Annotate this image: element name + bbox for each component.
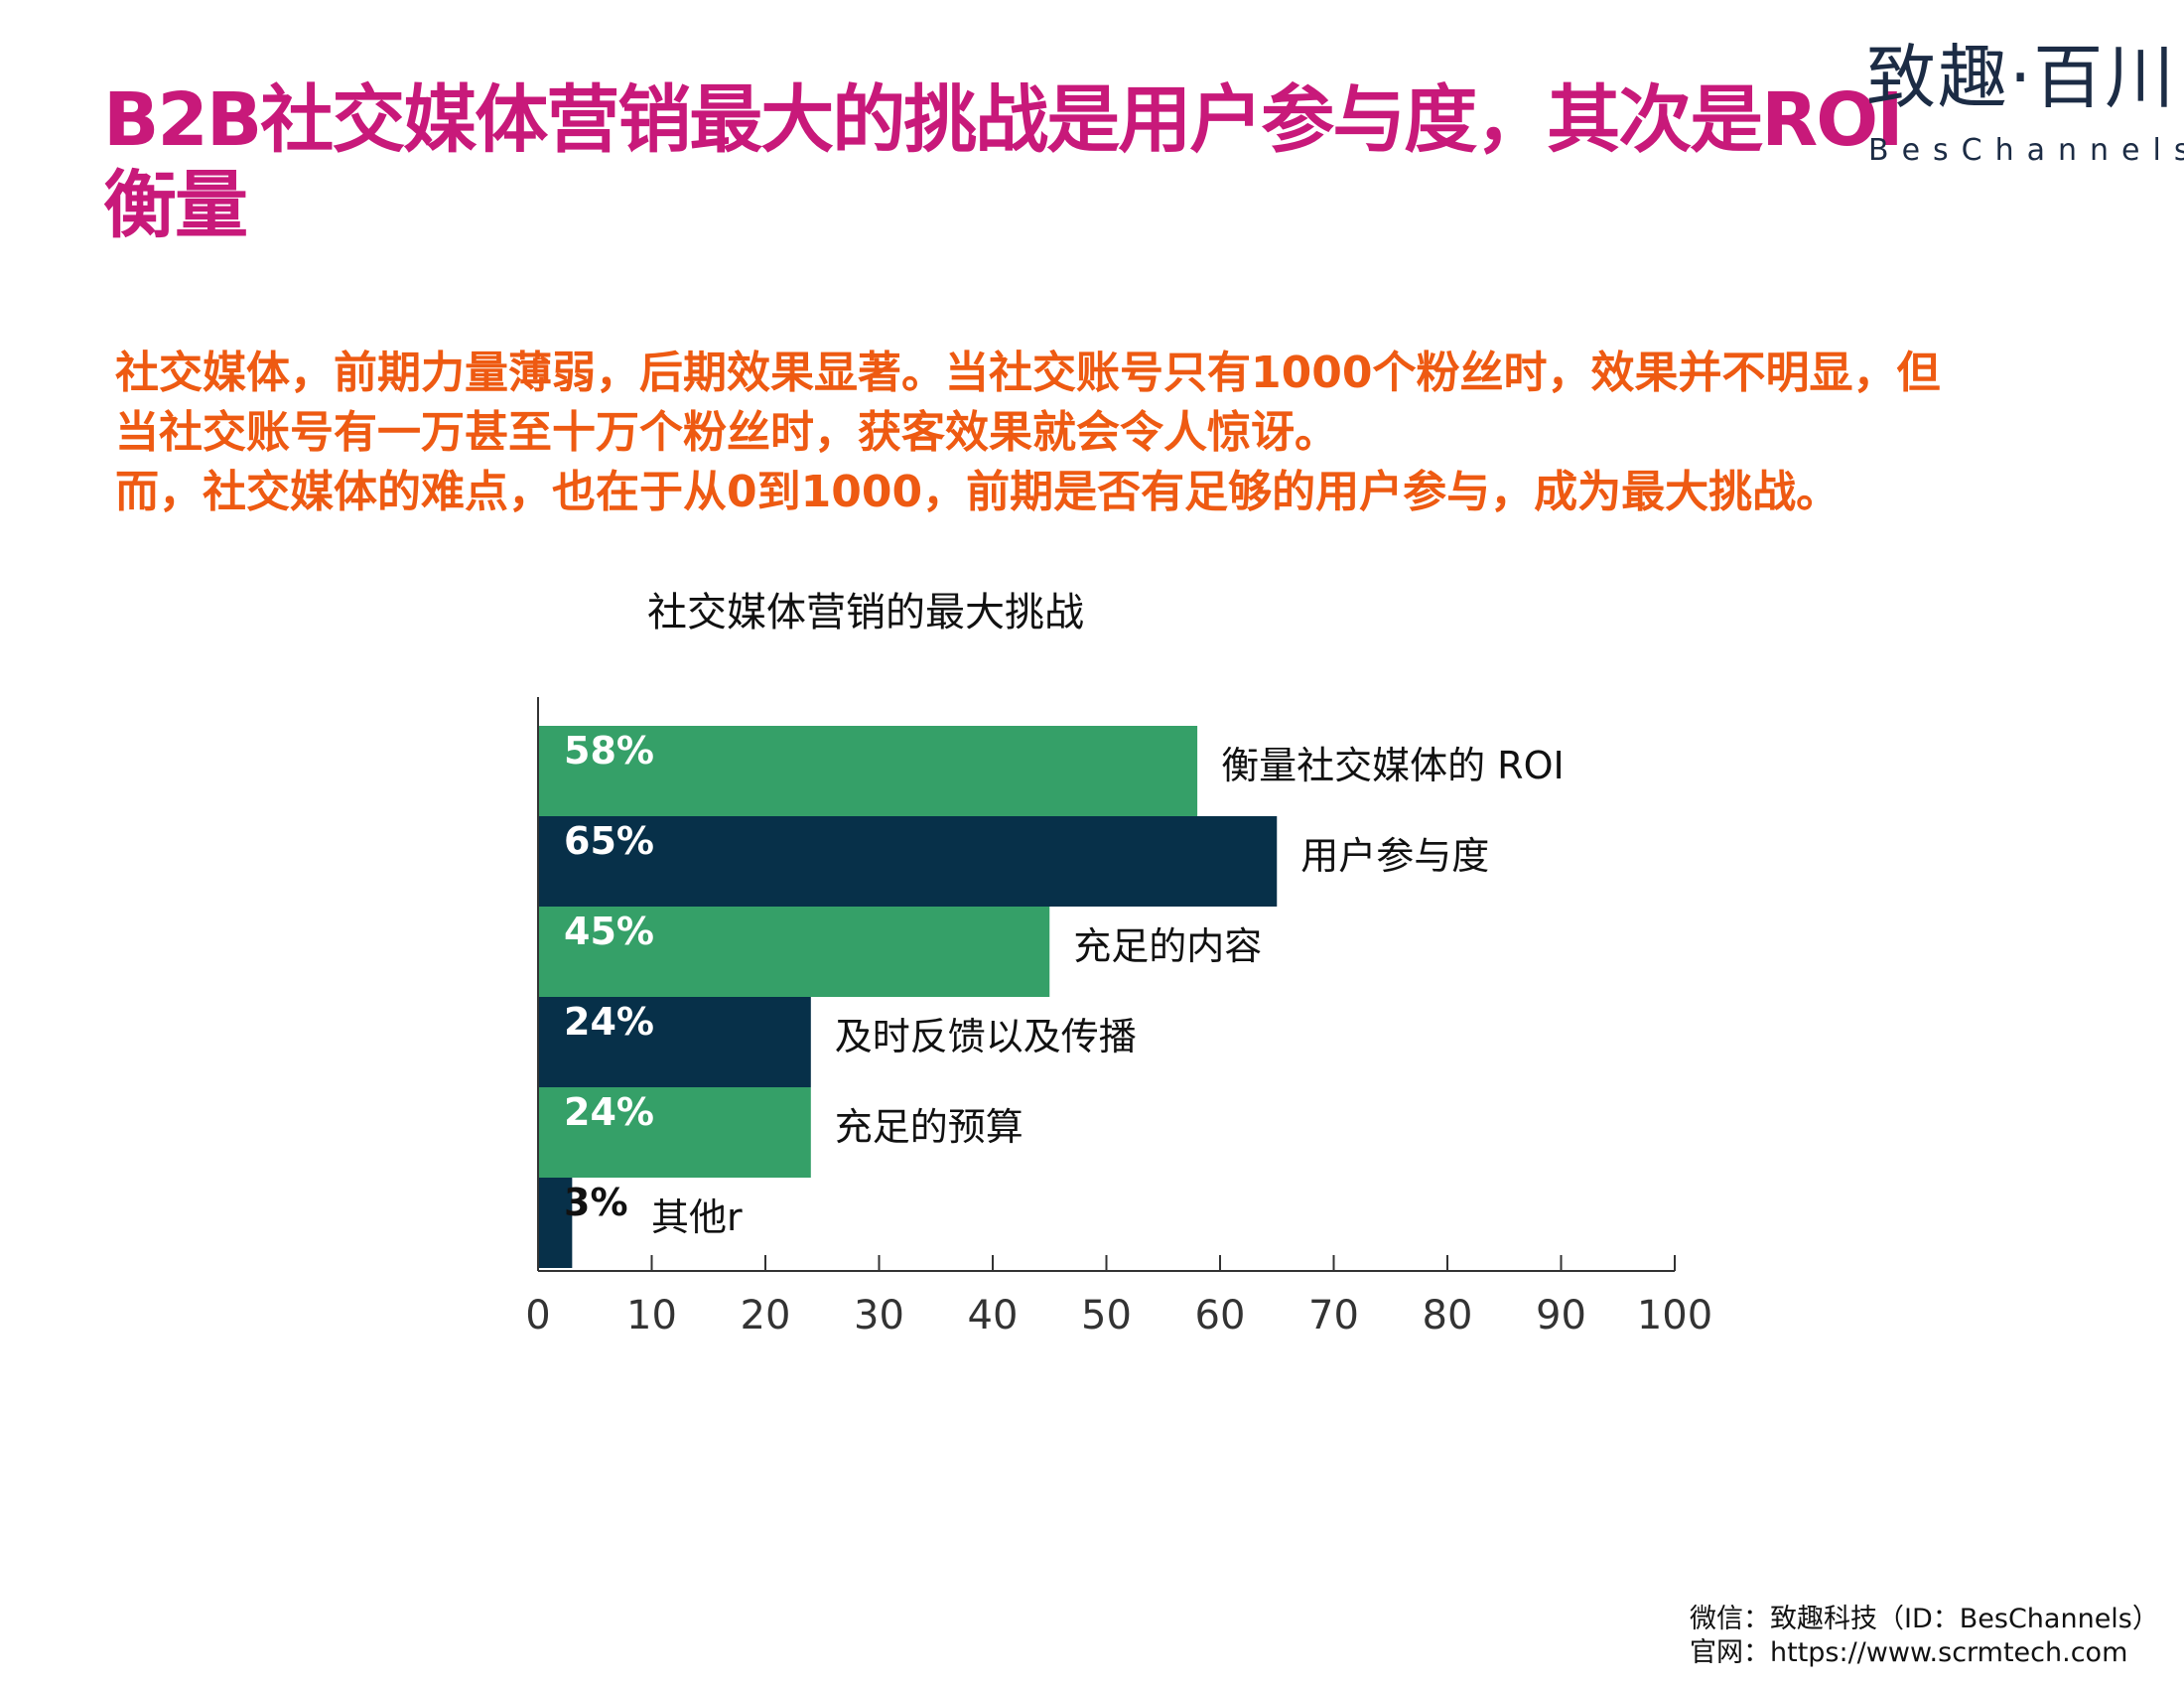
- x-tick-label: 100: [1637, 1293, 1712, 1338]
- bar: [538, 1178, 573, 1268]
- x-tick-label: 60: [1195, 1293, 1246, 1338]
- data-label: 65%: [564, 819, 654, 863]
- bar: [538, 816, 1278, 907]
- data-label: 58%: [564, 729, 654, 773]
- chart-title: 社交媒体营销的最大挑战: [647, 590, 1084, 635]
- data-label: 3%: [564, 1181, 628, 1224]
- logo-english-text: BesChannels: [1868, 133, 2184, 168]
- category-label: 充足的内容: [1073, 924, 1262, 968]
- bars-layer: 58% 衡量社交媒体的 ROI 65% 用户参与度 45% 充足的内容 24% 及时反馈以及传…: [538, 726, 1565, 1268]
- axis-layer: 0 10 20 30 40 50 60 70 80 90 100: [525, 697, 1712, 1338]
- category-label: 用户参与度: [1300, 834, 1489, 878]
- intro-line-2: 当社交账号有一万甚至十万个粉丝时，获客效果就会令人惊讶。: [115, 407, 1338, 458]
- category-label: 其他r: [651, 1196, 743, 1239]
- bar-chart: 社交媒体营销的最大挑战 58% 衡量社交媒体的 ROI 65% 用户参与度 45% 充足的…: [525, 590, 1712, 1338]
- data-label: 24%: [564, 1090, 654, 1134]
- logo-chinese-text: 致趣·百川: [1866, 37, 2177, 118]
- data-label: 45%: [564, 910, 654, 953]
- x-tick-label: 50: [1081, 1293, 1132, 1338]
- footer: 微信：致趣科技（ID：BesChannels） 官网：https://www.s…: [1690, 1603, 2159, 1670]
- x-tick-label: 80: [1423, 1293, 1473, 1338]
- footer-website: 官网：https://www.scrmtech.com: [1690, 1637, 2128, 1668]
- x-tick-label: 20: [741, 1293, 791, 1338]
- category-label: 充足的预算: [835, 1105, 1024, 1149]
- x-tick-label: 40: [968, 1293, 1019, 1338]
- intro-line-3: 而，社交媒体的难点，也在于从0到1000，前期是否有足够的用户参与，成为最大挑战…: [115, 467, 1841, 517]
- x-tick-label: 10: [626, 1293, 677, 1338]
- category-label: 及时反馈以及传播: [835, 1015, 1137, 1058]
- intro-text: 社交媒体，前期力量薄弱，后期效果显著。当社交账号只有1000个粉丝时，效果并不明…: [115, 344, 2101, 522]
- bar: [538, 997, 811, 1087]
- x-tick-label: 90: [1536, 1293, 1586, 1338]
- data-label: 24%: [564, 1000, 654, 1044]
- bar: [538, 1087, 811, 1178]
- page-title: B2B社交媒体营销最大的挑战是用户参与度，其次是ROI衡量: [103, 77, 1904, 248]
- x-tick-label: 70: [1308, 1293, 1359, 1338]
- x-tick-label: 30: [854, 1293, 904, 1338]
- x-tick-label: 0: [525, 1293, 550, 1338]
- category-label: 衡量社交媒体的 ROI: [1221, 744, 1565, 787]
- intro-line-1: 社交媒体，前期力量薄弱，后期效果显著。当社交账号只有1000个粉丝时，效果并不明…: [115, 348, 1941, 398]
- footer-wechat: 微信：致趣科技（ID：BesChannels）: [1690, 1604, 2159, 1634]
- bar: [538, 907, 1050, 997]
- brand-logo: 致趣·百川 BesChannels: [1866, 38, 2184, 177]
- bar: [538, 726, 1198, 816]
